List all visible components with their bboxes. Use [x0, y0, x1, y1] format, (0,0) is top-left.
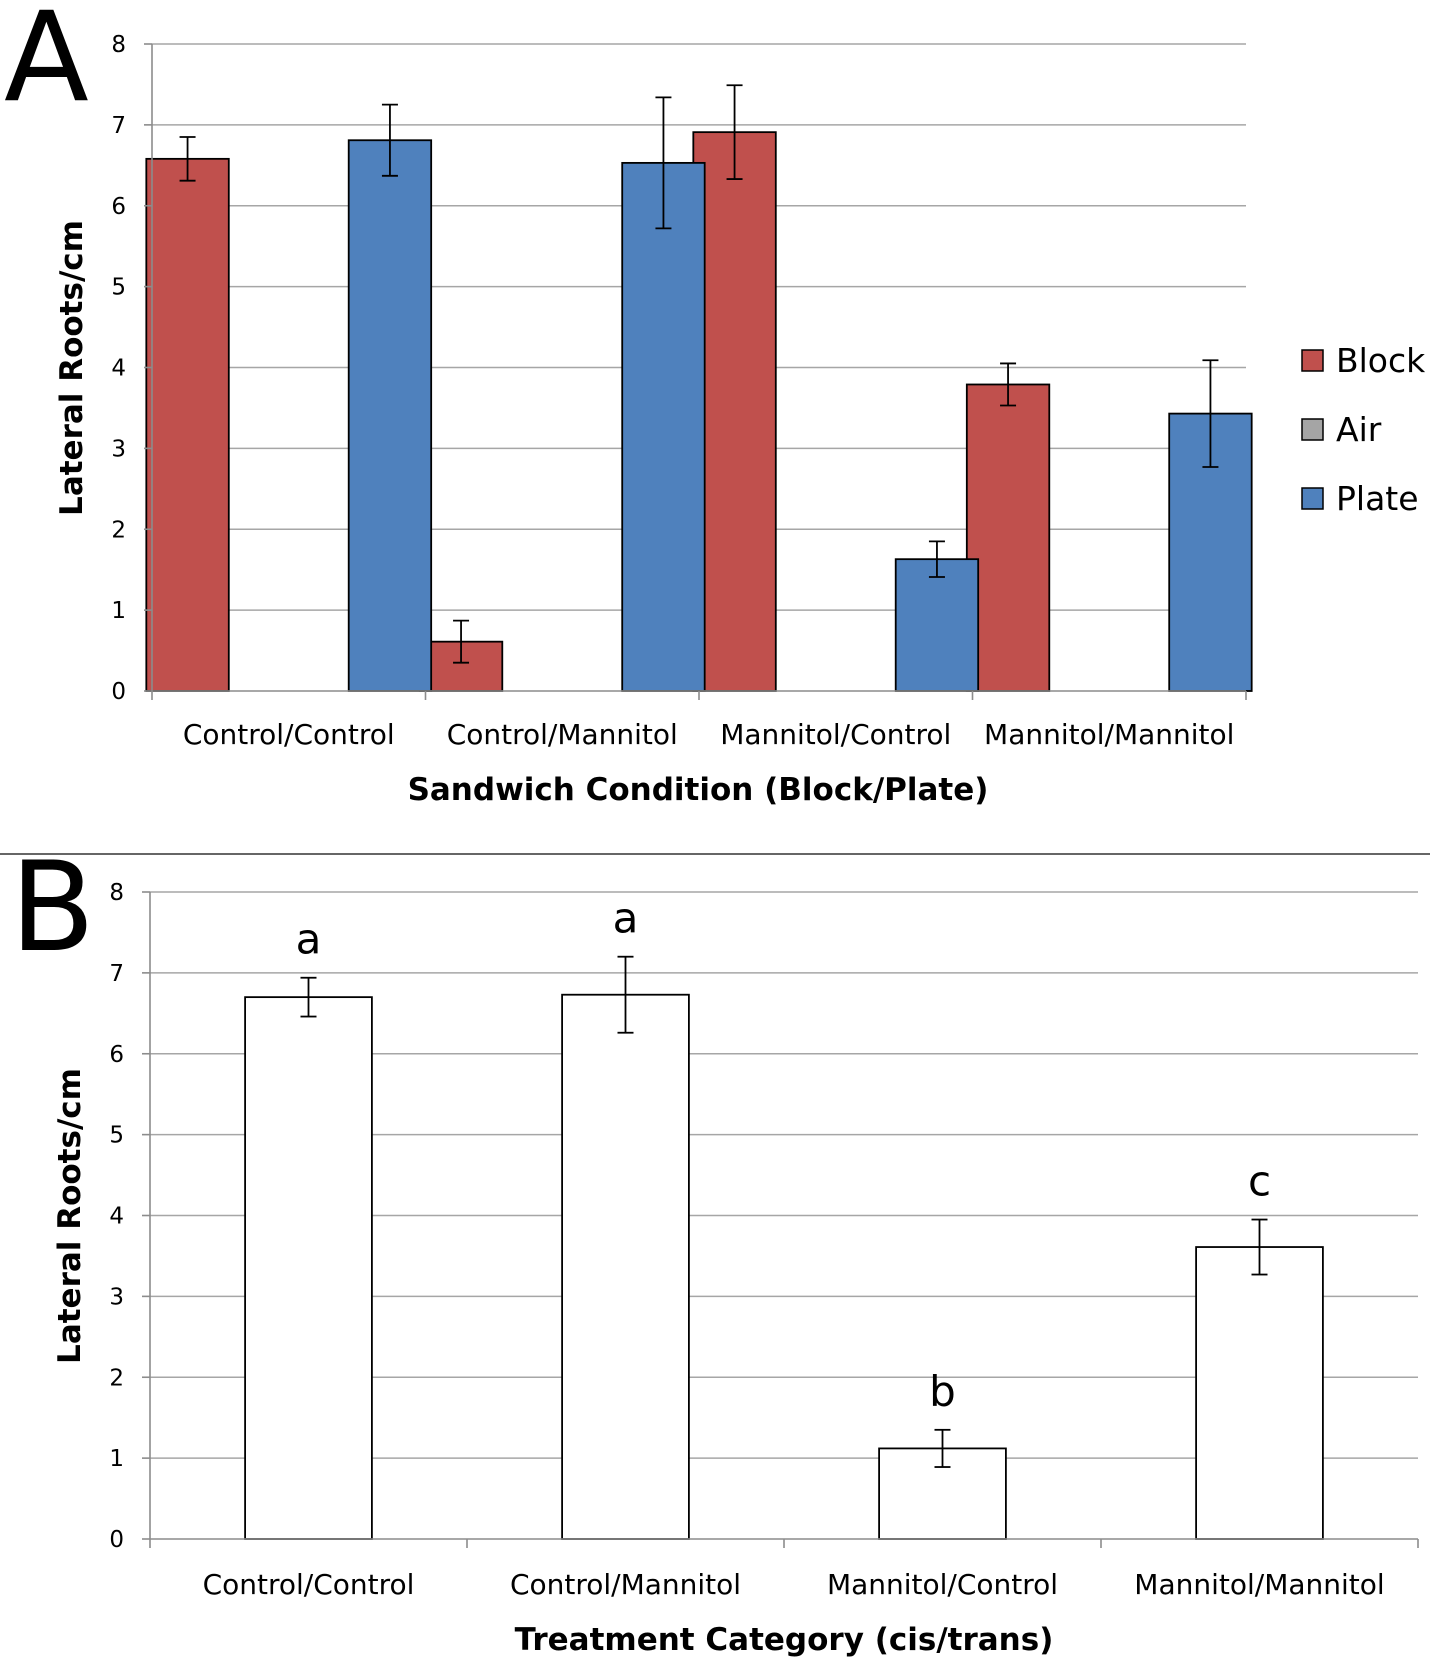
y-tick-label: 6: [111, 194, 126, 220]
panel-a-chart: A 0 1 2 3 4 5 6 7 8 Control/Control Control/Manni…: [4, 0, 1426, 808]
panel-b-x-axis-title: Treatment Category (cis/trans): [515, 1622, 1054, 1658]
category-label: Control/Mannitol: [510, 1568, 741, 1601]
panel-b-bars: [244, 955, 1324, 1540]
bar: [1195, 1246, 1324, 1540]
panel-a-y-tick-labels: 0 1 2 3 4 5 6 7 8: [111, 32, 126, 705]
y-tick-label: 1: [111, 598, 126, 624]
category-label: Control/Control: [183, 718, 395, 751]
y-tick-label: 7: [111, 113, 126, 139]
y-tick-label: 2: [109, 1365, 124, 1391]
bar: [965, 383, 1051, 692]
bar: [244, 996, 373, 1540]
category-label: Control/Control: [203, 1568, 415, 1601]
category-label: Mannitol/Mannitol: [1134, 1568, 1384, 1601]
bar: [621, 161, 706, 692]
y-tick-label: 3: [109, 1284, 124, 1310]
panel-a-x-axis: [144, 43, 1247, 700]
y-tick-label: 5: [109, 1123, 124, 1149]
y-tick-label: 3: [111, 436, 126, 462]
category-label: Mannitol/Control: [720, 718, 951, 751]
panel-b-y-axis-title: Lateral Roots/cm: [52, 1068, 88, 1364]
category-label: Mannitol/Mannitol: [984, 718, 1234, 751]
significance-letter: a: [613, 894, 639, 943]
category-label: Control/Mannitol: [447, 718, 678, 751]
panel-a-bars: [145, 84, 1253, 692]
y-tick-label: 4: [109, 1204, 124, 1230]
panel-a-legend: Block Air Plate: [1301, 341, 1426, 518]
legend-swatch: [1301, 349, 1324, 372]
y-tick-label: 6: [109, 1042, 124, 1068]
bar: [347, 139, 433, 692]
bar: [561, 993, 690, 1540]
y-tick-label: 2: [111, 517, 126, 543]
y-tick-label: 0: [109, 1527, 124, 1553]
y-tick-label: 5: [111, 275, 126, 301]
y-tick-label: 7: [109, 961, 124, 987]
legend-swatch: [1301, 418, 1324, 441]
panel-a-category-labels: Control/Control Control/Mannitol Mannitol/…: [183, 718, 1235, 751]
legend-label: Air: [1336, 410, 1382, 449]
panel-b-y-tick-labels: 0 1 2 3 4 5 6 7 8: [109, 880, 124, 1553]
panel-b-x-axis: [142, 891, 1419, 1548]
panel-b-letter: B: [10, 836, 95, 980]
legend-label: Plate: [1336, 479, 1419, 518]
bar: [894, 558, 980, 692]
panel-b-significance-letters: a a b c: [296, 894, 1271, 1416]
y-tick-label: 4: [111, 356, 126, 382]
y-tick-label: 1: [109, 1446, 124, 1472]
y-tick-label: 8: [109, 880, 124, 906]
legend-label: Block: [1336, 341, 1426, 380]
y-tick-label: 8: [111, 32, 126, 58]
panel-a-letter: A: [4, 0, 89, 130]
panel-a-x-axis-title: Sandwich Condition (Block/Plate): [408, 772, 989, 808]
significance-letter: c: [1248, 1157, 1271, 1206]
category-label: Mannitol/Control: [827, 1568, 1058, 1601]
panel-b-category-labels: Control/Control Control/Mannitol Mannitol/…: [203, 1568, 1385, 1601]
bar: [145, 157, 230, 692]
bar: [692, 131, 777, 692]
panel-b-chart: B 0 1 2 3 4 5 6 7 8 Control/Control Control/Manni…: [10, 836, 1419, 1658]
significance-letter: a: [296, 915, 322, 964]
significance-letter: b: [929, 1367, 956, 1416]
legend-swatch: [1301, 487, 1324, 510]
y-tick-label: 0: [111, 679, 126, 705]
panel-a-y-axis-title: Lateral Roots/cm: [54, 220, 90, 516]
